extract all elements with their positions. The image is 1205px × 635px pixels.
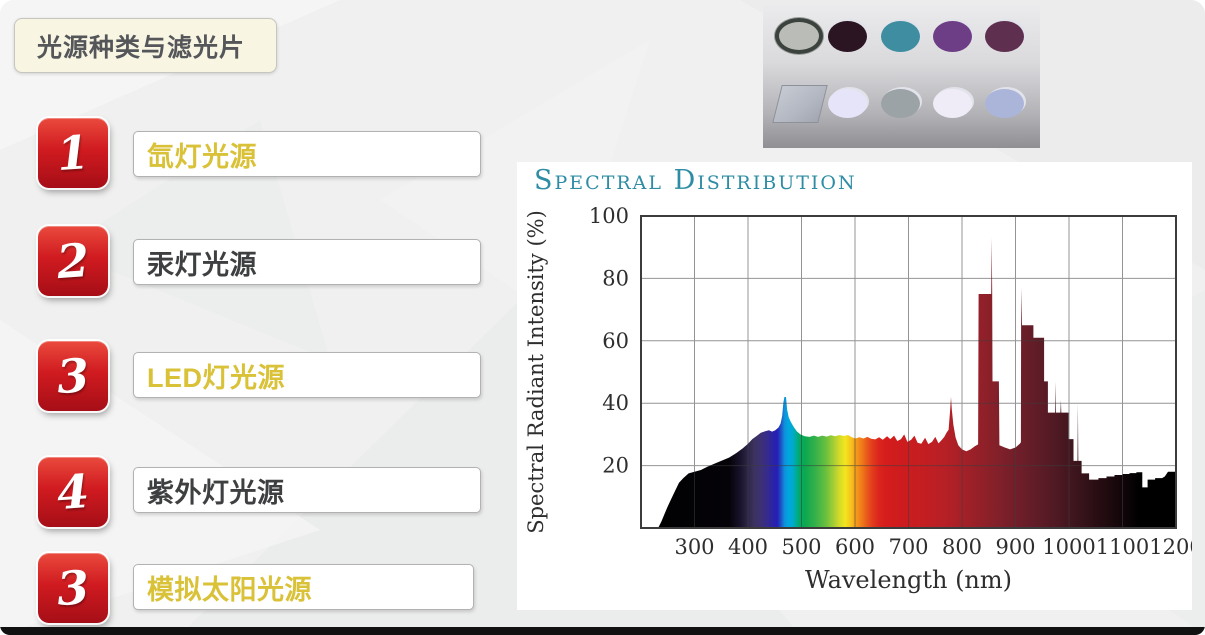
item-number-badge: 4 — [38, 457, 108, 527]
x-tick-label: 600 — [835, 535, 875, 559]
item-number: 2 — [55, 232, 91, 290]
y-tick-label: 80 — [602, 266, 629, 290]
item-number-badge: 3 — [38, 341, 108, 411]
x-tick-label: 400 — [728, 535, 768, 559]
filter-lens — [881, 89, 920, 118]
item-label: LED灯光源 — [147, 362, 285, 393]
bottom-bar — [0, 627, 1205, 635]
filter-lens — [933, 89, 972, 118]
y-tick-label: 60 — [602, 329, 629, 353]
y-axis-label: Spectral Radiant Intensity (%) — [524, 210, 548, 534]
item-label: 氙灯光源 — [147, 141, 257, 172]
x-tick-label: 800 — [942, 535, 982, 559]
y-tick-label: 40 — [602, 391, 629, 415]
x-tick-label: 1200 — [1149, 535, 1192, 559]
filter-lens — [881, 21, 920, 52]
item-number: 3 — [55, 347, 91, 405]
filter-lens — [775, 18, 823, 54]
x-tick-label: 1100 — [1096, 535, 1149, 559]
y-tick-label: 20 — [602, 454, 629, 478]
filter-lens — [828, 21, 867, 52]
grid-lines — [641, 216, 1176, 528]
filter-lens — [985, 21, 1024, 52]
filter-square — [772, 85, 828, 123]
filter-lens — [933, 21, 972, 52]
spectral-distribution-chart: 300 400 500 600 700 800 900 100011001200 20 40 60 8… — [524, 204, 1192, 594]
filters-photo — [763, 5, 1040, 148]
x-tick-label: 300 — [674, 535, 714, 559]
filter-lens — [985, 89, 1024, 118]
item-label: 紫外灯光源 — [147, 477, 285, 508]
x-tick-label: 700 — [888, 535, 928, 559]
chart-title: Spectral Distribution — [534, 165, 857, 196]
plot-border — [640, 215, 1177, 529]
title-box: 光源种类与滤光片 — [14, 18, 277, 73]
item-number: 3 — [55, 559, 91, 617]
spectrum-area — [658, 237, 1176, 529]
y-tick-label: 100 — [589, 204, 629, 228]
item-label-box: LED灯光源 — [133, 352, 481, 398]
item-number-badge: 1 — [38, 118, 108, 188]
item-number: 4 — [55, 463, 91, 521]
item-number: 1 — [55, 124, 91, 182]
item-number-badge: 2 — [38, 226, 108, 296]
page-title: 光源种类与滤光片 — [37, 33, 246, 62]
x-axis-label: Wavelength (nm) — [805, 566, 1012, 594]
item-label: 模拟太阳光源 — [147, 574, 312, 605]
item-label-box: 模拟太阳光源 — [133, 564, 474, 610]
x-tick-label: 1000 — [1042, 535, 1095, 559]
x-tick-label: 900 — [995, 535, 1035, 559]
filter-lens — [828, 89, 867, 118]
item-label: 汞灯光源 — [147, 249, 257, 280]
x-tick-label: 500 — [781, 535, 821, 559]
item-label-box: 汞灯光源 — [133, 239, 481, 285]
item-label-box: 紫外灯光源 — [133, 467, 481, 513]
item-number-badge: 3 — [38, 553, 108, 623]
chart-panel: Spectral Distribution 300 400 500 600 700 800… — [517, 162, 1192, 610]
item-label-box: 氙灯光源 — [133, 131, 481, 177]
